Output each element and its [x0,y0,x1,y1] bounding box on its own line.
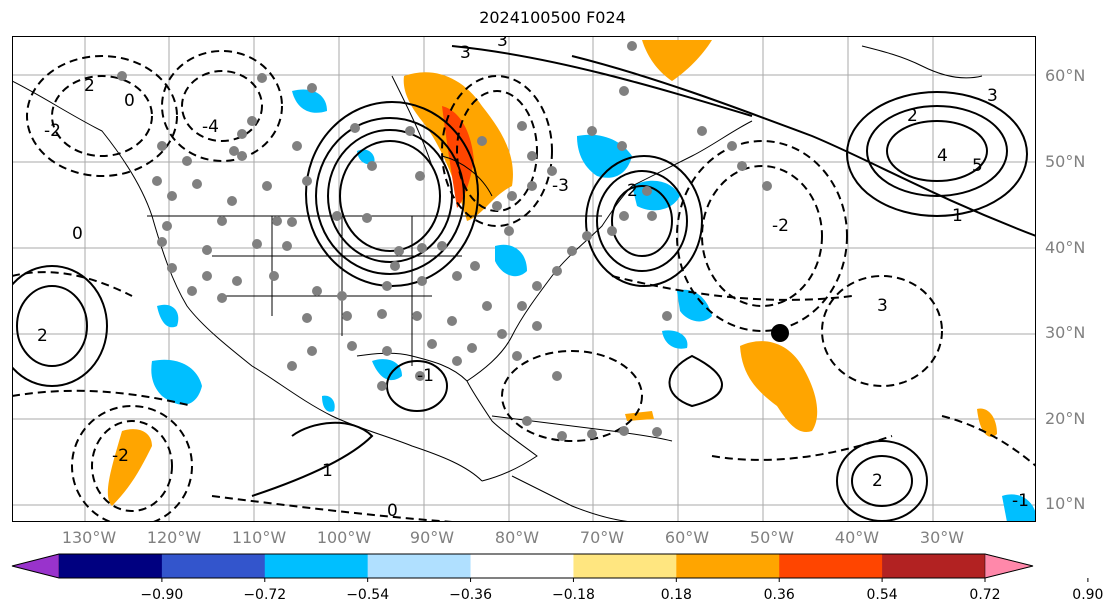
contour-label: 3 [987,86,998,106]
contour-label: 5 [972,156,983,176]
colorbar-tick-label: 0.18 [660,587,692,603]
contour-label: -2 [112,446,129,466]
contour-label: 3 [460,43,471,63]
contour-label: 2 [37,326,48,346]
colorbar-extend-high [984,553,1034,579]
colorbar-cell [573,554,677,578]
colorbar-tick-label: −0.18 [551,587,595,603]
lon-label-130w: 130°W [61,528,117,547]
contour-label: 3 [877,296,888,316]
colorbar-cell [676,554,780,578]
colorbar-cell [59,554,163,578]
contour-label: -2 [772,216,789,236]
blue-shading-east [1002,494,1036,522]
lon-label-90w: 90°W [409,528,455,547]
lat-label-10n: 10°N [1045,494,1086,513]
colorbar-tick-label: −0.54 [346,587,390,603]
colorbar-tick-label: 0.72 [969,587,1001,603]
blue-shading-tropical-atlantic [662,330,688,349]
contour-label: 0 [72,224,83,244]
lat-label-30n: 30°N [1045,323,1086,342]
lon-label-40w: 40°W [834,528,880,547]
map-title: 2024100500 F024 [479,8,626,27]
colorbar-tick-label: −0.72 [243,587,287,603]
colorbar-cell [779,554,883,578]
contour-label: 1 [952,206,963,226]
blue-shading-pacific-1 [151,359,202,405]
shading-regions [107,40,1036,522]
contour-label: 2 [907,106,918,126]
orange-shading-atlantic [740,341,818,432]
contour-label: -1 [417,366,434,386]
lon-label-120w: 120°W [146,528,202,547]
blue-shading-mexico [322,395,335,412]
colorbar-tick-label: −0.90 [140,587,184,603]
colorbar [11,553,1089,582]
colorbar-tick-label: −0.36 [449,587,492,603]
colorbar-cell [161,554,266,578]
blue-shading-gulf [372,359,402,381]
colorbar-tick-label: 0.36 [763,587,795,603]
blue-shading-hudson [357,149,375,165]
colorbar-tick-label: 0.90 [1072,587,1104,603]
contour-label: -3 [552,176,569,196]
black-marker [771,324,789,342]
blue-shading-pacific-2 [157,304,179,328]
colorbar-cell [470,554,574,578]
orange-shading-small-2 [977,408,997,437]
blue-shading-atlantic [677,289,712,322]
colorbar-cell [882,554,986,578]
lat-label-60n: 60°N [1045,66,1086,85]
contour-label: 2 [627,181,638,201]
blue-shading-canada [292,89,327,113]
lat-label-40n: 40°N [1045,238,1086,257]
contour-label: 4 [937,146,948,166]
orange-shading-north [642,40,712,81]
contour-label: 0 [387,501,398,521]
orange-shading-small-1 [625,411,654,421]
contour-labels: 3 3 2 0 -2 -4 -3 2 4 5 3 1 0 -1 -2 2 2 1… [37,36,1029,521]
lat-label-50n: 50°N [1045,152,1086,171]
contour-label: -1 [1012,491,1029,511]
lon-label-70w: 70°W [579,528,625,547]
lon-label-50w: 50°W [749,528,795,547]
lon-label-100w: 100°W [316,528,372,547]
contour-label: 3 [497,36,508,51]
lon-label-80w: 80°W [494,528,540,547]
contour-label: -4 [202,117,219,137]
lon-label-30w: 30°W [919,528,965,547]
colorbar-extend-low [11,553,60,579]
contour-label: 1 [322,461,333,481]
lon-label-60w: 60°W [664,528,710,547]
red-shading-great-lakes [442,106,474,208]
contour-label: -2 [44,121,61,141]
contour-label: 2 [84,76,95,96]
colorbar-cell [264,554,369,578]
contour-label: 2 [872,471,883,491]
lat-label-20n: 20°N [1045,409,1086,428]
coastlines [12,45,983,522]
station-dots [117,41,772,441]
blue-shading-mid-atlantic [495,244,527,277]
colorbar-tick-label: 0.54 [866,587,898,603]
contour-label: 0 [124,91,135,111]
map-panel: 3 3 2 0 -2 -4 -3 2 4 5 3 1 0 -1 -2 2 2 1… [12,36,1036,522]
lon-label-110w: 110°W [231,528,287,547]
colorbar-cell [367,554,472,578]
orange-shading-pacific [107,429,152,506]
